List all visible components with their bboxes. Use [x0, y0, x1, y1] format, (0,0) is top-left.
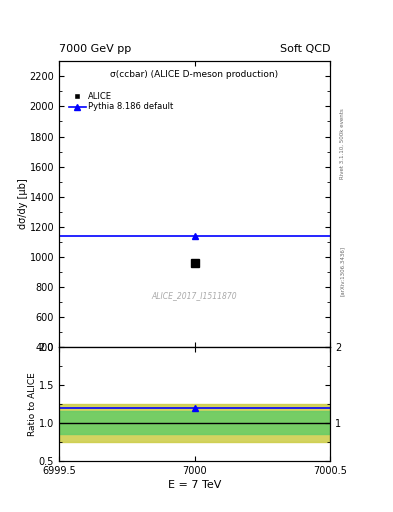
Y-axis label: Ratio to ALICE: Ratio to ALICE: [28, 372, 37, 436]
Bar: [59, 404, 330, 442]
Text: Rivet 3.1.10, 500k events: Rivet 3.1.10, 500k events: [340, 108, 345, 179]
Text: ALICE_2017_I1511870: ALICE_2017_I1511870: [152, 291, 237, 300]
Text: [arXiv:1306.3436]: [arXiv:1306.3436]: [340, 246, 345, 296]
Legend: ALICE, Pythia 8.186 default: ALICE, Pythia 8.186 default: [66, 89, 177, 115]
X-axis label: E = 7 TeV: E = 7 TeV: [168, 480, 221, 490]
Text: Soft QCD: Soft QCD: [280, 44, 330, 54]
Bar: [59, 411, 330, 434]
Text: 7000 GeV pp: 7000 GeV pp: [59, 44, 131, 54]
Text: σ(ccbar) (ALICE D-meson production): σ(ccbar) (ALICE D-meson production): [110, 70, 279, 79]
Y-axis label: dσ/dy [μb]: dσ/dy [μb]: [18, 179, 28, 229]
